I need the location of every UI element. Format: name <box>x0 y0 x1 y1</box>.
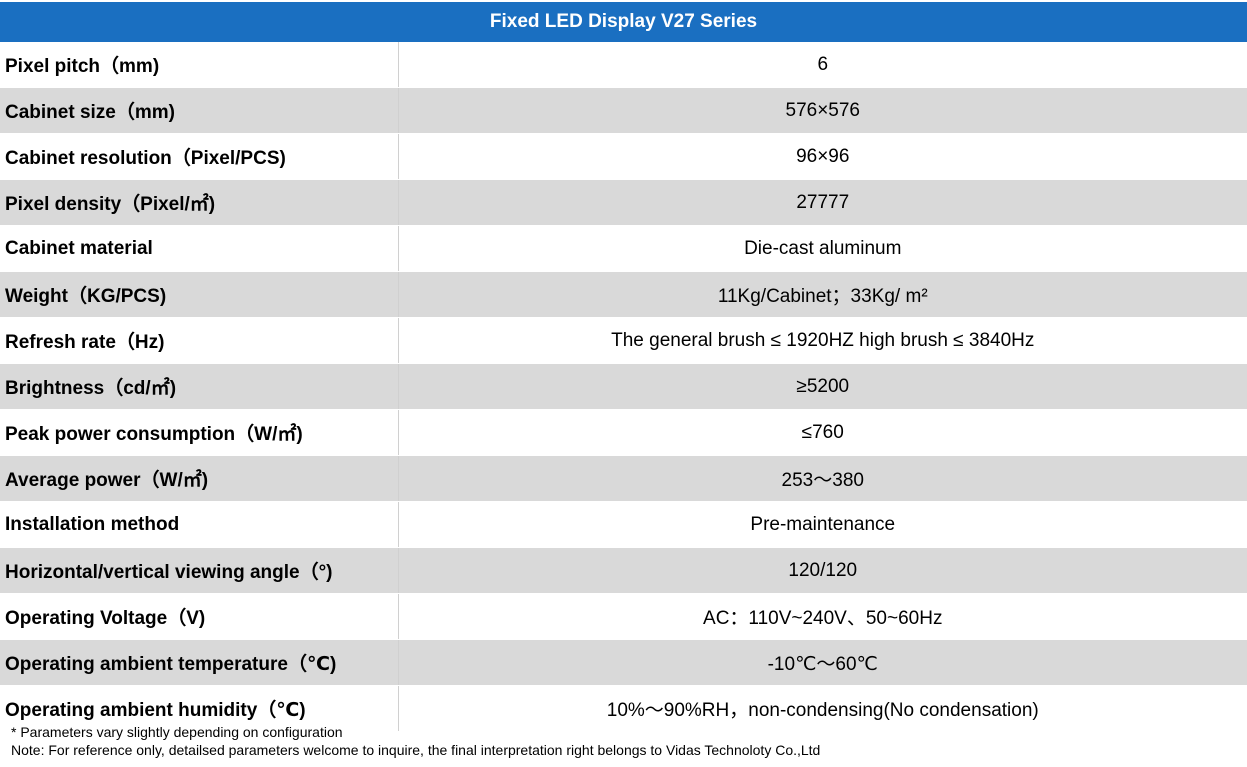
param-label: Brightness（cd/㎡) <box>0 363 399 410</box>
table-row: Cabinet resolution（Pixel/PCS) 96×96 <box>0 133 1247 180</box>
param-value: 120/120 <box>398 547 1247 594</box>
param-label: Cabinet material <box>0 225 399 272</box>
param-value: 6 <box>398 42 1247 88</box>
param-value: 576×576 <box>398 87 1247 134</box>
param-label: Pixel density（Pixel/㎡) <box>0 179 399 226</box>
table-title: Fixed LED Display V27 Series <box>0 2 1247 42</box>
param-value: 10%～90%RH，non-condensing(No condensation… <box>398 685 1247 732</box>
param-label: Cabinet size（mm) <box>0 87 399 134</box>
param-label: Operating ambient humidity（℃) <box>0 685 399 732</box>
spec-table: Fixed LED Display V27 Series Pixel pitch… <box>0 2 1247 732</box>
param-label: Operating Voltage（V) <box>0 593 399 640</box>
param-label: Pixel pitch（mm) <box>0 42 399 88</box>
table-row: Cabinet material Die-cast aluminum <box>0 225 1247 272</box>
table-header-row: Fixed LED Display V27 Series <box>0 2 1247 42</box>
param-label: Refresh rate（Hz) <box>0 317 399 364</box>
table-row: Weight（KG/PCS) 11Kg/Cabinet；33Kg/ m² <box>0 271 1247 318</box>
param-value: Die-cast aluminum <box>398 225 1247 272</box>
param-value: AC：110V~240V、50~60Hz <box>398 593 1247 640</box>
param-value: -10℃～60℃ <box>398 639 1247 686</box>
param-label: Operating ambient temperature（℃) <box>0 639 399 686</box>
param-value: Pre-maintenance <box>398 501 1247 548</box>
param-label: Average power（W/㎡) <box>0 455 399 502</box>
table-row: Operating ambient temperature（℃) -10℃～60… <box>0 639 1247 686</box>
param-label: Cabinet resolution（Pixel/PCS) <box>0 133 399 180</box>
param-label: Peak power consumption（W/㎡) <box>0 409 399 456</box>
table-row: Operating Voltage（V) AC：110V~240V、50~60H… <box>0 593 1247 640</box>
param-value: 27777 <box>398 179 1247 226</box>
table-row: Cabinet size（mm) 576×576 <box>0 87 1247 134</box>
param-value: 11Kg/Cabinet；33Kg/ m² <box>398 271 1247 318</box>
footnote-config: * Parameters vary slightly depending on … <box>11 724 343 740</box>
table-row: Operating ambient humidity（℃) 10%～90%RH，… <box>0 685 1247 732</box>
table-row: Pixel density（Pixel/㎡) 27777 <box>0 179 1247 226</box>
param-value: 96×96 <box>398 133 1247 180</box>
param-value: The general brush ≤ 1920HZ high brush ≤ … <box>398 317 1247 364</box>
param-label: Horizontal/vertical viewing angle（°) <box>0 547 399 594</box>
table-row: Pixel pitch（mm) 6 <box>0 42 1247 88</box>
param-label: Installation method <box>0 501 399 548</box>
param-value: 253～380 <box>398 455 1247 502</box>
table-row: Average power（W/㎡) 253～380 <box>0 455 1247 502</box>
param-value: ≥5200 <box>398 363 1247 410</box>
param-label: Weight（KG/PCS) <box>0 271 399 318</box>
table-row: Refresh rate（Hz) The general brush ≤ 192… <box>0 317 1247 364</box>
table-row: Brightness（cd/㎡) ≥5200 <box>0 363 1247 410</box>
table-row: Peak power consumption（W/㎡) ≤760 <box>0 409 1247 456</box>
table-row: Installation method Pre-maintenance <box>0 501 1247 548</box>
table-row: Horizontal/vertical viewing angle（°) 120… <box>0 547 1247 594</box>
param-value: ≤760 <box>398 409 1247 456</box>
footnotes: * Parameters vary slightly depending on … <box>11 723 820 759</box>
footnote-disclaimer: Note: For reference only, detailsed para… <box>11 742 821 758</box>
